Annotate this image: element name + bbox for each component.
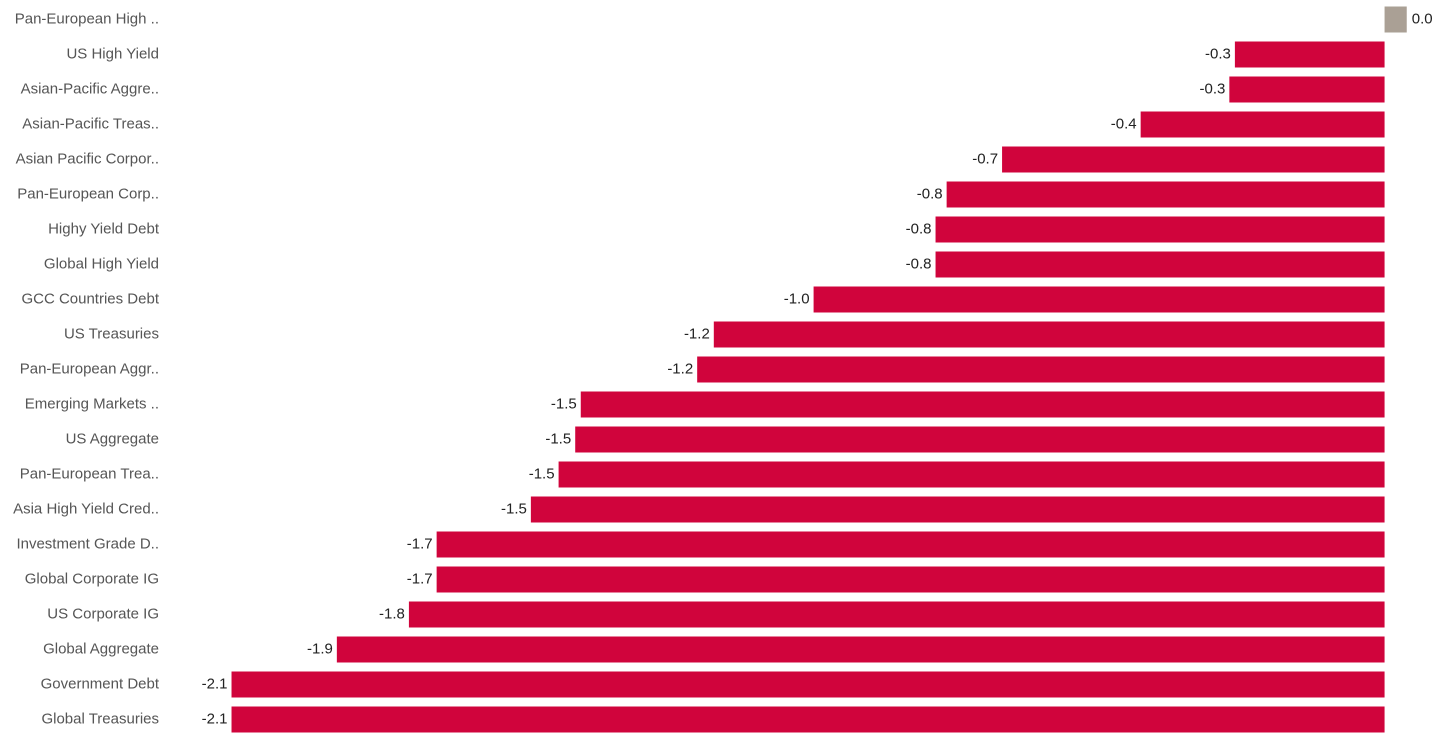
value-label: -0.3: [1199, 80, 1225, 97]
value-label: -1.7: [407, 535, 433, 552]
value-label: -0.4: [1111, 115, 1137, 132]
category-label: Asian-Pacific Treas..: [22, 115, 159, 132]
bar: [1384, 6, 1407, 33]
bar: [946, 181, 1385, 208]
category-label: Global Aggregate: [43, 640, 159, 657]
category-label: Global Treasuries: [41, 710, 159, 727]
category-label: Asia High Yield Cred..: [13, 500, 159, 517]
bar: [697, 356, 1385, 383]
category-label: Global Corporate IG: [25, 570, 159, 587]
bar: [436, 566, 1385, 593]
bar: [1140, 111, 1385, 138]
bar: [436, 531, 1385, 558]
value-label: -1.0: [784, 290, 810, 307]
value-label: -1.7: [407, 570, 433, 587]
bar: [231, 671, 1385, 698]
category-label: Pan-European Corp..: [17, 185, 159, 202]
bar: [408, 601, 1385, 628]
category-label: Global High Yield: [44, 255, 159, 272]
category-label: Asian Pacific Corpor..: [16, 150, 159, 167]
value-label: -1.2: [684, 325, 710, 342]
value-label: -1.2: [667, 360, 693, 377]
value-label: 0.0: [1412, 10, 1433, 27]
value-label: -0.3: [1205, 45, 1231, 62]
value-label: -2.1: [202, 710, 228, 727]
value-label: -1.5: [501, 500, 527, 517]
value-label: -2.1: [202, 675, 228, 692]
bar: [1229, 76, 1385, 103]
category-label: Pan-European High ..: [15, 10, 159, 27]
bar: [935, 216, 1385, 243]
value-label: -1.5: [529, 465, 555, 482]
bar: [231, 706, 1385, 733]
bar: [558, 461, 1385, 488]
bar: [575, 426, 1385, 453]
category-label: Highy Yield Debt: [48, 220, 160, 237]
value-label: -1.5: [545, 430, 571, 447]
bar: [1234, 41, 1385, 68]
bar: [530, 496, 1385, 523]
category-label: GCC Countries Debt: [21, 290, 159, 307]
category-label: Asian-Pacific Aggre..: [21, 80, 159, 97]
value-label: -1.5: [551, 395, 577, 412]
category-label: US Corporate IG: [47, 605, 159, 622]
category-label: Government Debt: [41, 675, 160, 692]
category-label: US Aggregate: [66, 430, 159, 447]
value-label: -0.7: [972, 150, 998, 167]
category-label: Emerging Markets ..: [25, 395, 159, 412]
bar: [580, 391, 1385, 418]
value-label: -1.8: [379, 605, 405, 622]
bar: [1002, 146, 1385, 173]
category-label: Pan-European Trea..: [20, 465, 159, 482]
bar: [813, 286, 1385, 313]
category-label: Investment Grade D..: [16, 535, 159, 552]
category-label: Pan-European Aggr..: [20, 360, 159, 377]
value-label: -0.8: [906, 255, 932, 272]
bar: [336, 636, 1385, 663]
bar: [713, 321, 1385, 348]
bar: [935, 251, 1385, 278]
value-label: -0.8: [917, 185, 943, 202]
value-label: -1.9: [307, 640, 333, 657]
category-label: US High Yield: [66, 45, 159, 62]
value-label: -0.8: [906, 220, 932, 237]
category-label: US Treasuries: [64, 325, 159, 342]
